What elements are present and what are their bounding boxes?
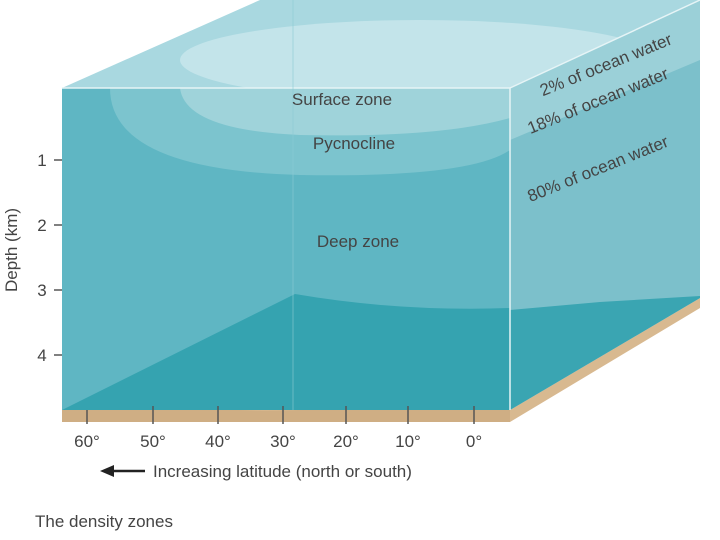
latitude-tick-label: 60° [74, 432, 100, 451]
latitude-tick-label: 30° [270, 432, 296, 451]
latitude-tick-label: 50° [140, 432, 166, 451]
latitude-tick-label: 10° [395, 432, 421, 451]
right-deep [510, 296, 700, 410]
depth-tick-label: 1 [37, 151, 46, 170]
edge [509, 0, 701, 89]
latitude-tick-label: 40° [205, 432, 231, 451]
latitude-tick-label: 0° [466, 432, 482, 451]
depth-tick-label: 2 [37, 216, 46, 235]
depth-axis-title: Depth (km) [2, 208, 21, 292]
deep-water [62, 294, 510, 410]
arrow-head [100, 465, 114, 477]
right-surface [510, 0, 700, 140]
depth-tick-label: 3 [37, 281, 46, 300]
caption: The density zones [35, 512, 173, 531]
zone-label: Pycnocline [313, 134, 395, 153]
zone-label: Deep zone [317, 232, 399, 251]
latitude-axis-title: Increasing latitude (north or south) [153, 462, 412, 481]
latitude-ticks [86, 406, 475, 424]
latitude-tick-label: 20° [333, 432, 359, 451]
zone-label: Surface zone [292, 90, 392, 109]
surface-lens [180, 88, 510, 136]
depth-tick-label: 4 [37, 346, 46, 365]
